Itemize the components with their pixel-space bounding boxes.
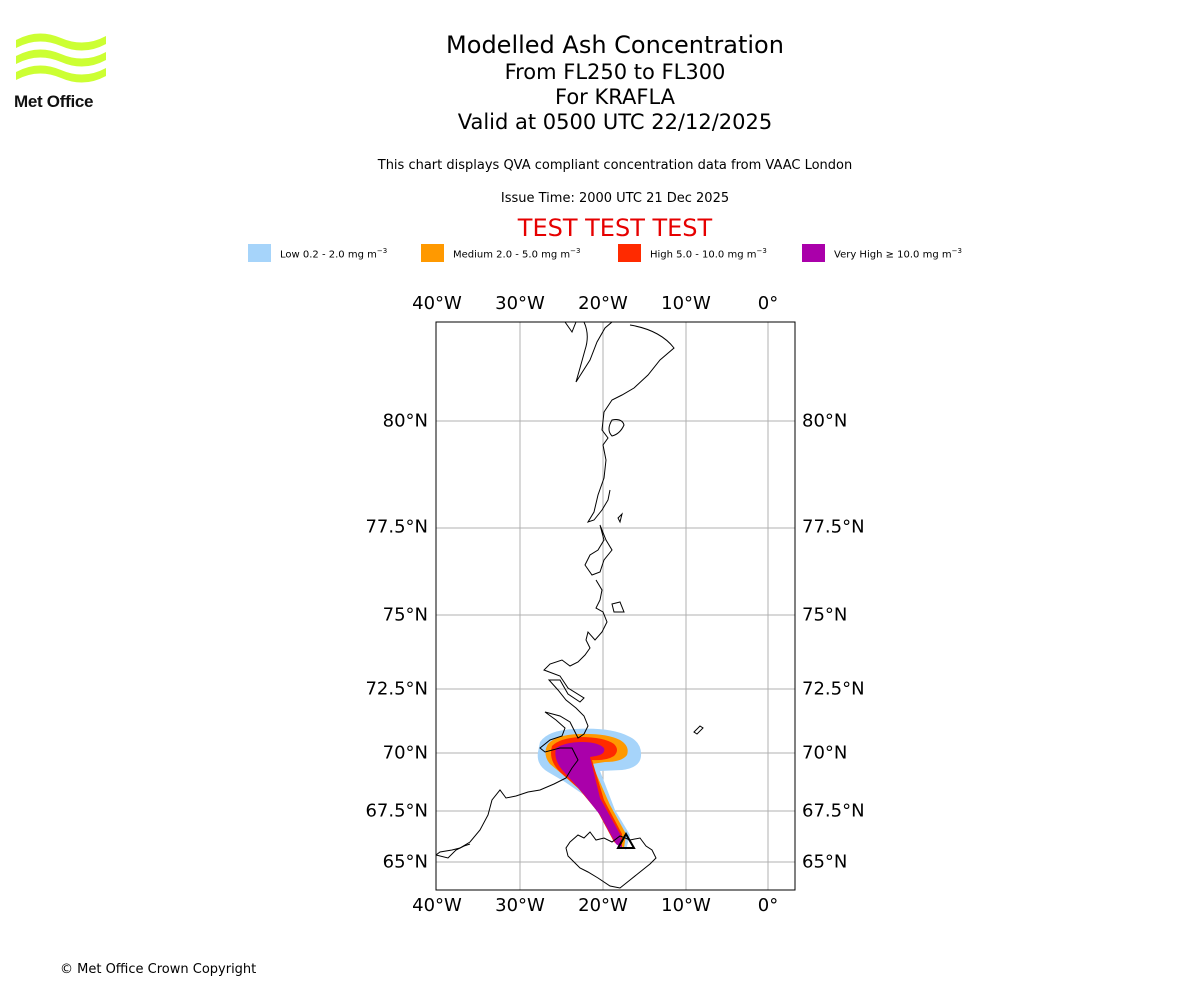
lat-tick-right-70n: 70°N: [802, 742, 848, 764]
iceland-coast: [565, 831, 657, 889]
small-island-1: [617, 512, 623, 524]
lon-tick-bottom-40w: 40°W: [412, 895, 462, 916]
legend-label-low: Low 0.2 - 2.0 mg m: [280, 249, 377, 261]
flight-level-title: From FL250 to FL300: [504, 60, 726, 84]
legend-swatch-medium: [421, 244, 444, 262]
small-island-2: [611, 601, 625, 613]
legend-swatch-low: [248, 244, 271, 262]
lat-tick-left-70n: 70°N: [382, 742, 428, 764]
svalbard-coast: [608, 419, 625, 437]
lat-tick-right-65n: 65°N: [802, 851, 848, 873]
jan-mayen-coast: [693, 725, 704, 735]
lat-tick-right-67-5n: 67.5°N: [802, 800, 865, 822]
lat-tick-left-77-5n: 77.5°N: [365, 516, 428, 538]
legend-label-high: High 5.0 - 10.0 mg m: [650, 249, 757, 261]
lat-tick-left-75n: 75°N: [382, 604, 428, 626]
coastlines: [436, 322, 704, 889]
chart-titles: Modelled Ash Concentration From FL250 to…: [0, 30, 1200, 135]
main-title: Modelled Ash Concentration: [446, 31, 784, 59]
lon-tick-bottom-0: 0°: [757, 895, 779, 916]
met-office-waves-icon: [16, 33, 106, 83]
lat-tick-right-77-5n: 77.5°N: [802, 516, 865, 538]
lon-tick-top-30w: 30°W: [495, 293, 545, 314]
greenland-sw-coast: [436, 843, 471, 859]
legend-label-very-high: Very High ≥ 10.0 mg m: [834, 249, 952, 261]
lon-tick-top-20w: 20°W: [578, 293, 628, 314]
volcano-title: For KRAFLA: [555, 85, 675, 109]
lat-tick-left-67-5n: 67.5°N: [365, 800, 428, 822]
map-gridlines: [436, 322, 795, 890]
legend-swatch-very-high: [802, 244, 825, 262]
lon-tick-bottom-10w: 10°W: [661, 895, 711, 916]
lon-tick-top-10w: 10°W: [661, 293, 711, 314]
ash-plume: [537, 728, 642, 850]
legend-label-medium: Medium 2.0 - 5.0 mg m: [453, 249, 571, 261]
issue-time: Issue Time: 2000 UTC 21 Dec 2025: [500, 191, 730, 206]
lat-tick-right-72-5n: 72.5°N: [802, 678, 865, 700]
info-line: This chart displays QVA compliant concen…: [377, 158, 853, 173]
copyright-notice: © Met Office Crown Copyright: [60, 962, 257, 977]
lat-tick-left-72-5n: 72.5°N: [365, 678, 428, 700]
lon-tick-bottom-20w: 20°W: [578, 895, 628, 916]
volcano-marker-icon: [616, 831, 636, 849]
legend-swatch-high: [618, 244, 641, 262]
test-banner: TEST TEST TEST: [517, 214, 713, 242]
lat-tick-right-80n: 80°N: [802, 410, 848, 432]
lon-tick-top-40w: 40°W: [412, 293, 462, 314]
lon-tick-bottom-30w: 30°W: [495, 895, 545, 916]
lat-tick-left-80n: 80°N: [382, 410, 428, 432]
lat-tick-left-65n: 65°N: [382, 851, 428, 873]
lat-tick-right-75n: 75°N: [802, 604, 848, 626]
met-office-logo: Met Office: [14, 30, 108, 112]
logo-text: Met Office: [14, 92, 94, 111]
map-frame: [435, 321, 796, 891]
greenland-coast: [436, 322, 675, 856]
lon-tick-top-0: 0°: [757, 293, 779, 314]
valid-time-title: Valid at 0500 UTC 22/12/2025: [457, 110, 773, 134]
